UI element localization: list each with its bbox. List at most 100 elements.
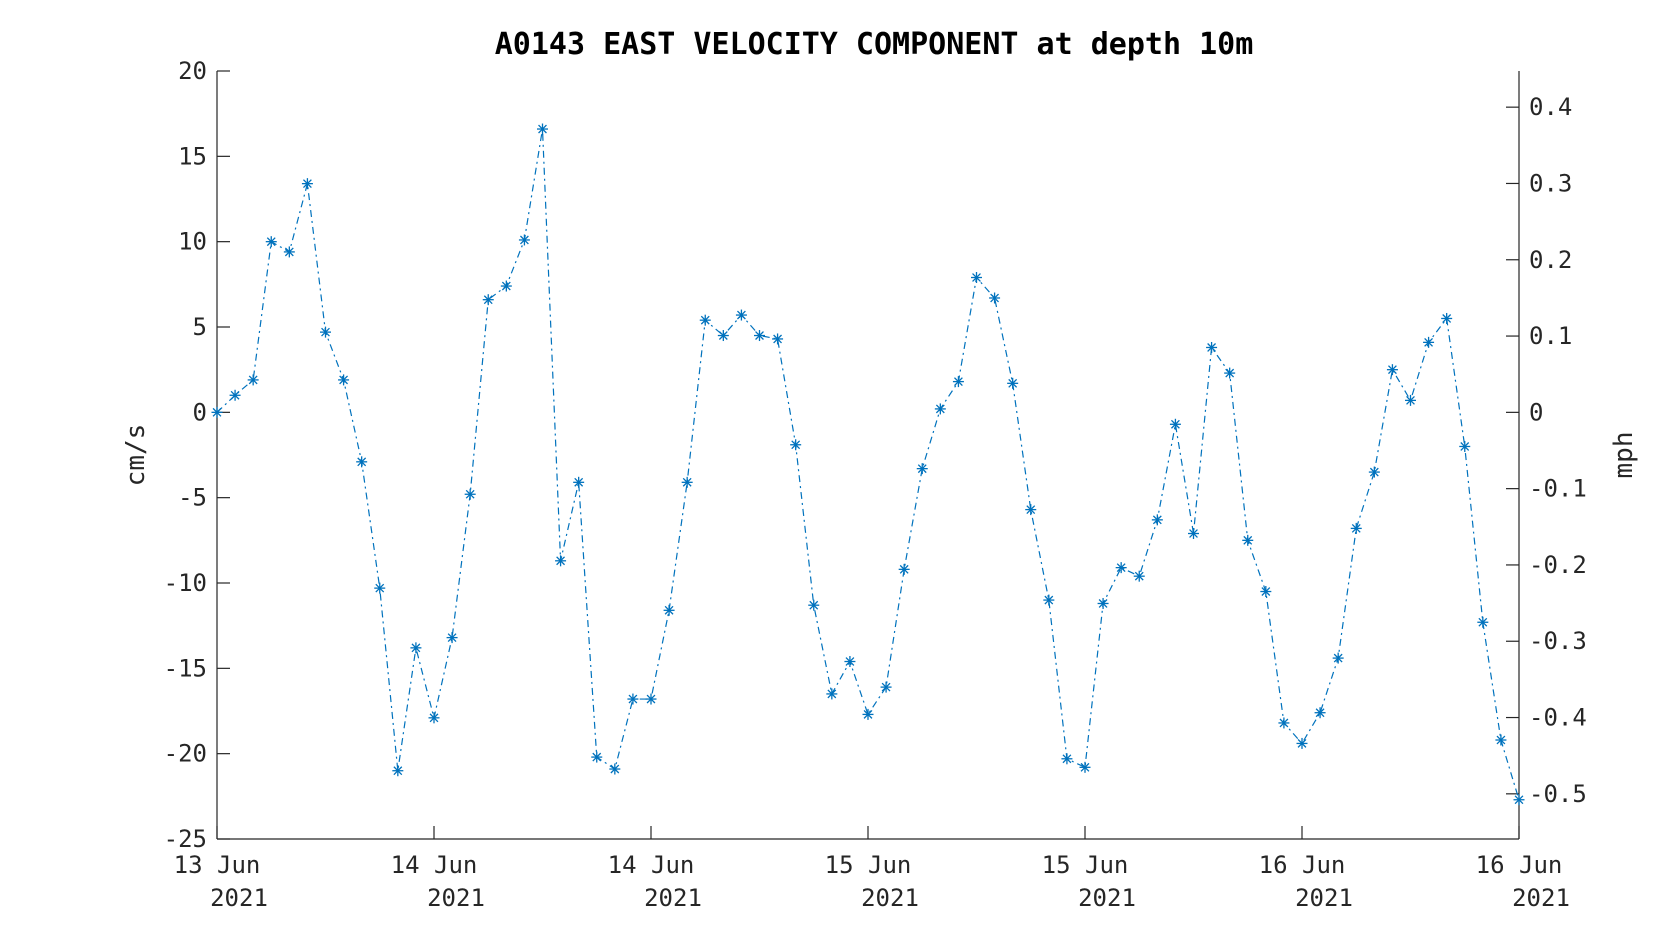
data-point xyxy=(265,236,277,248)
data-point xyxy=(1079,761,1091,773)
data-point xyxy=(1513,794,1525,806)
right-tick-label: -0.1 xyxy=(1529,475,1587,503)
left-tick-label: -10 xyxy=(164,569,207,597)
right-tick-label: 0.3 xyxy=(1529,169,1572,197)
x-tick-label-date: 14 Jun xyxy=(608,851,695,879)
x-tick-label-year: 2021 xyxy=(1078,884,1136,912)
x-tick-label-date: 16 Jun xyxy=(1476,851,1563,879)
data-point xyxy=(1441,312,1453,324)
data-point xyxy=(862,708,874,720)
x-tick-label-date: 13 Jun xyxy=(174,851,261,879)
data-point xyxy=(500,280,512,292)
right-tick-label: -0.5 xyxy=(1529,780,1587,808)
data-point xyxy=(1368,466,1380,478)
data-point xyxy=(374,582,386,594)
data-point xyxy=(428,712,440,724)
chart-title: A0143 EAST VELOCITY COMPONENT at depth 1… xyxy=(495,27,1254,62)
data-point xyxy=(392,765,404,777)
data-point xyxy=(356,456,368,468)
data-point xyxy=(301,178,313,190)
x-tick-label-date: 15 Jun xyxy=(1042,851,1129,879)
data-point xyxy=(1477,616,1489,628)
data-point xyxy=(1224,367,1236,379)
data-point xyxy=(1332,652,1344,664)
left-tick-label: 15 xyxy=(178,142,207,170)
data-point xyxy=(952,376,964,388)
right-y-ticks: 0.4 0.3 0.2 0.1 0 -0.1 -0.2 -0.3 -0.4 -0.5 xyxy=(1506,93,1587,808)
data-point xyxy=(591,751,603,763)
left-y-ticks: 20 15 10 5 0 -5 -10 -15 -20 -25 xyxy=(164,57,230,853)
x-ticks: 13 Jun 2021 14 Jun 2021 14 Jun 2021 15 Jun 2021… xyxy=(174,826,1570,912)
data-point xyxy=(1459,440,1471,452)
y-axis-label-left: cm/s xyxy=(121,424,151,487)
right-tick-label: -0.4 xyxy=(1529,704,1587,732)
data-point xyxy=(1025,504,1037,516)
data-point xyxy=(898,563,910,575)
data-point xyxy=(1423,336,1435,348)
data-point xyxy=(1495,734,1507,746)
data-point xyxy=(1097,597,1109,609)
left-tick-label: -25 xyxy=(164,825,207,853)
data-point xyxy=(645,693,657,705)
left-tick-label: 10 xyxy=(178,228,207,256)
left-tick-label: -15 xyxy=(164,654,207,682)
data-point xyxy=(989,292,1001,304)
data-point xyxy=(1061,753,1073,765)
data-point xyxy=(826,688,838,700)
data-point xyxy=(1386,364,1398,376)
data-point xyxy=(1169,418,1181,430)
data-point xyxy=(1278,717,1290,729)
x-tick-label-year: 2021 xyxy=(1295,884,1353,912)
data-point xyxy=(410,642,422,654)
right-tick-label: -0.2 xyxy=(1529,551,1587,579)
left-tick-label: 20 xyxy=(178,57,207,85)
data-point xyxy=(754,330,765,342)
data-point xyxy=(283,246,295,258)
data-point xyxy=(1007,377,1019,389)
x-tick-label-year: 2021 xyxy=(427,884,485,912)
data-point xyxy=(699,314,711,326)
data-point xyxy=(338,374,350,386)
data-point xyxy=(934,403,946,415)
axes xyxy=(216,71,1520,840)
left-tick-label: -5 xyxy=(178,484,207,512)
data-point xyxy=(573,476,585,488)
right-tick-label: -0.3 xyxy=(1529,627,1587,655)
data-point xyxy=(609,763,621,775)
right-tick-label: 0 xyxy=(1529,398,1543,426)
left-tick-label: 5 xyxy=(193,313,207,341)
data-point xyxy=(844,656,856,668)
data-point xyxy=(247,374,259,386)
data-point xyxy=(229,389,241,401)
data-point xyxy=(1350,522,1362,534)
left-tick-label: 0 xyxy=(193,398,207,426)
x-tick-label-year: 2021 xyxy=(644,884,702,912)
data-point xyxy=(1133,570,1145,582)
right-tick-label: 0.2 xyxy=(1529,246,1572,274)
series-layer xyxy=(211,123,1525,806)
data-point xyxy=(735,309,747,321)
data-point xyxy=(446,632,458,644)
data-point xyxy=(1151,514,1163,526)
left-tick-label: -20 xyxy=(164,740,207,768)
x-tick-label-date: 15 Jun xyxy=(825,851,912,879)
data-point xyxy=(1296,737,1308,749)
data-point xyxy=(790,439,802,451)
data-point xyxy=(518,234,530,246)
data-point xyxy=(537,123,548,135)
x-tick-label-year: 2021 xyxy=(1512,884,1570,912)
data-point xyxy=(717,330,729,342)
data-point xyxy=(1188,528,1199,540)
y-axis-label-right: mph xyxy=(1609,432,1639,479)
right-tick-label: 0.4 xyxy=(1529,93,1572,121)
data-point xyxy=(681,476,693,488)
data-point xyxy=(1206,341,1218,353)
x-tick-label-date: 16 Jun xyxy=(1259,851,1346,879)
data-point xyxy=(772,333,784,345)
x-tick-label-year: 2021 xyxy=(861,884,919,912)
data-point xyxy=(1242,534,1254,546)
x-tick-label-date: 14 Jun xyxy=(391,851,478,879)
data-point xyxy=(555,555,567,567)
data-point xyxy=(663,604,675,616)
